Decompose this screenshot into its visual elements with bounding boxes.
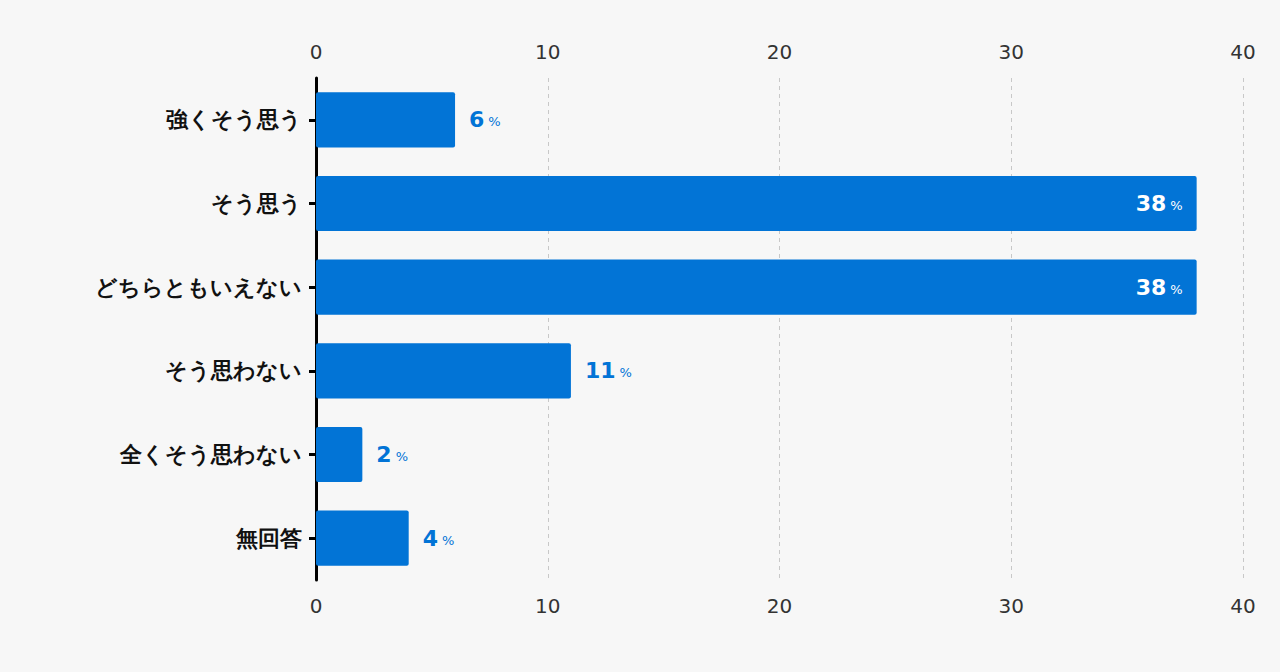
svg-text:11: 11	[585, 358, 616, 383]
svg-text:30: 30	[999, 594, 1024, 618]
svg-text:無回答: 無回答	[235, 526, 302, 551]
svg-text:4: 4	[423, 526, 438, 551]
svg-text:40: 40	[1230, 40, 1255, 64]
svg-text:強くそう思う: 強くそう思う	[166, 107, 302, 132]
svg-text:40: 40	[1230, 594, 1255, 618]
svg-text:20: 20	[767, 594, 792, 618]
svg-text:10: 10	[535, 40, 560, 64]
svg-text:そう思う: そう思う	[211, 191, 302, 216]
svg-text:2: 2	[376, 442, 391, 467]
svg-text:そう思わない: そう思わない	[165, 358, 302, 383]
svg-text:20: 20	[767, 40, 792, 64]
svg-text:38: 38	[1136, 275, 1167, 300]
svg-text:6: 6	[469, 107, 484, 132]
svg-text:38: 38	[1136, 191, 1167, 216]
svg-text:%: %	[396, 449, 408, 464]
svg-text:全くそう思わない: 全くそう思わない	[119, 442, 302, 467]
svg-text:どちらともいえない: どちらともいえない	[95, 275, 302, 300]
svg-text:30: 30	[999, 40, 1024, 64]
svg-text:%: %	[1170, 282, 1182, 297]
svg-text:0: 0	[310, 40, 323, 64]
svg-text:%: %	[442, 533, 454, 548]
svg-text:%: %	[1170, 198, 1182, 213]
svg-text:%: %	[620, 365, 632, 380]
svg-text:%: %	[488, 114, 500, 129]
svg-text:10: 10	[535, 594, 560, 618]
svg-text:0: 0	[310, 594, 323, 618]
